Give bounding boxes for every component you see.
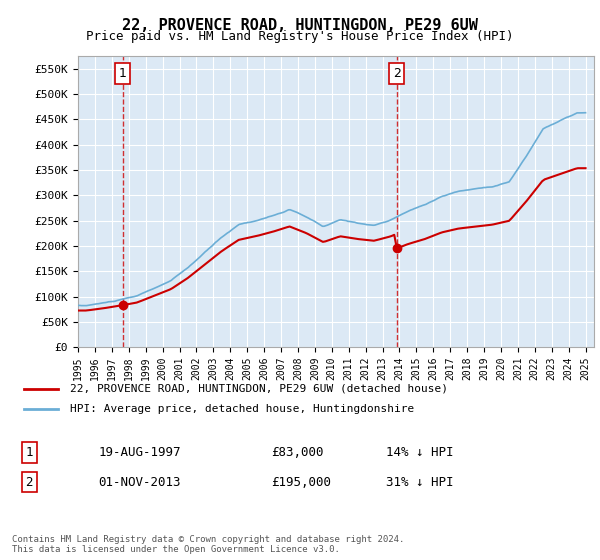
Text: Price paid vs. HM Land Registry's House Price Index (HPI): Price paid vs. HM Land Registry's House … [86, 30, 514, 43]
Text: 2: 2 [26, 475, 33, 489]
Text: £83,000: £83,000 [271, 446, 324, 459]
Text: Contains HM Land Registry data © Crown copyright and database right 2024.
This d: Contains HM Land Registry data © Crown c… [12, 535, 404, 554]
Text: 14% ↓ HPI: 14% ↓ HPI [386, 446, 454, 459]
Text: 01-NOV-2013: 01-NOV-2013 [98, 475, 181, 489]
Text: 22, PROVENCE ROAD, HUNTINGDON, PE29 6UW: 22, PROVENCE ROAD, HUNTINGDON, PE29 6UW [122, 18, 478, 32]
Text: HPI: Average price, detached house, Huntingdonshire: HPI: Average price, detached house, Hunt… [70, 404, 414, 414]
Text: 22, PROVENCE ROAD, HUNTINGDON, PE29 6UW (detached house): 22, PROVENCE ROAD, HUNTINGDON, PE29 6UW … [70, 384, 448, 394]
Text: 19-AUG-1997: 19-AUG-1997 [98, 446, 181, 459]
Text: 2: 2 [393, 67, 401, 80]
Text: 31% ↓ HPI: 31% ↓ HPI [386, 475, 454, 489]
Text: 1: 1 [26, 446, 33, 459]
Text: £195,000: £195,000 [271, 475, 331, 489]
Text: 1: 1 [119, 67, 127, 80]
